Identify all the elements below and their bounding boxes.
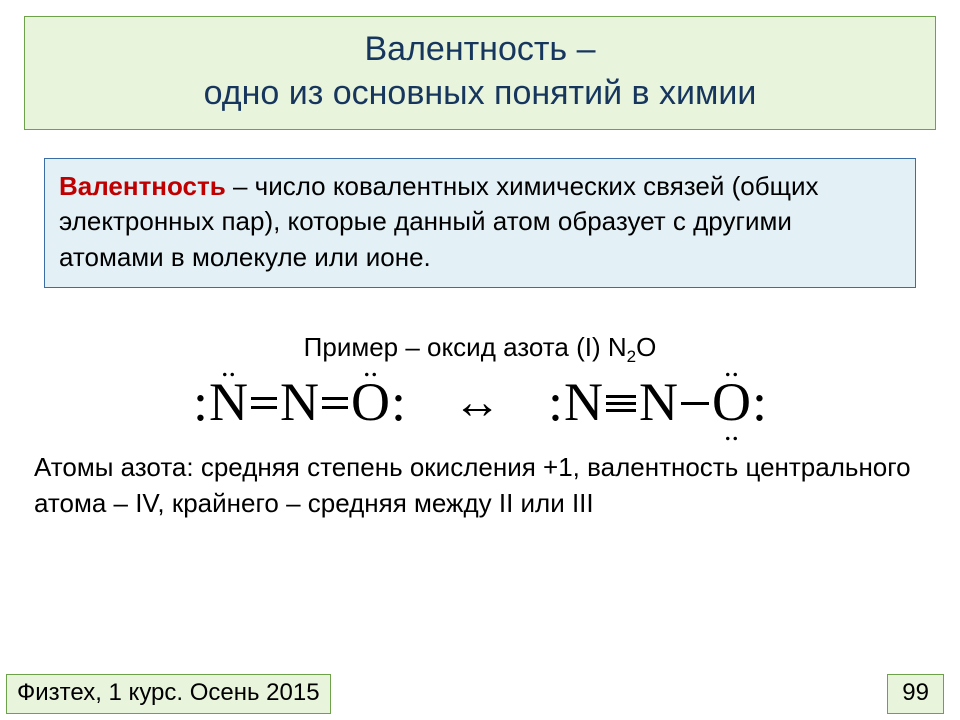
lone-pair-colon: :	[193, 372, 208, 432]
atom-N: N	[280, 375, 319, 429]
definition-box: Валентность – число ковалентных химическ…	[44, 158, 916, 287]
slide-number: 99	[902, 679, 929, 706]
slide-title-line-1: Валентность –	[33, 27, 927, 71]
atom-O: ..O..	[712, 375, 751, 429]
slide-title-line-2: одно из основных понятий в химии	[33, 71, 927, 115]
resonance-arrow-icon: ↔	[453, 376, 501, 429]
footer-right: 99	[887, 674, 944, 714]
footer-left-text: Физтех, 1 курс. Осень 2015	[17, 679, 320, 706]
atom-N: ..N	[209, 375, 248, 429]
example-caption-prefix: Пример – оксид азота (I) N	[304, 332, 627, 362]
definition-keyword: Валентность	[59, 171, 226, 201]
example-caption: Пример – оксид азота (I) N2O	[24, 332, 936, 367]
resonance-formula: :..NN..O:↔:NN..O..:	[24, 375, 936, 429]
footer-left: Физтех, 1 курс. Осень 2015	[6, 674, 331, 714]
example-caption-suffix: O	[636, 332, 656, 362]
bond-order-2	[322, 397, 348, 409]
lone-pair-colon: :	[548, 372, 563, 432]
example-caption-subscript: 2	[627, 347, 636, 366]
bond-order-2	[251, 397, 277, 409]
lone-pair-colon: :	[391, 372, 406, 432]
atom-O: ..O	[351, 375, 390, 429]
lone-pair-colon: :	[752, 372, 767, 432]
slide: Валентность – одно из основных понятий в…	[0, 0, 960, 720]
atom-N: N	[639, 375, 678, 429]
bond-order-1	[681, 402, 709, 405]
atom-N: N	[564, 375, 603, 429]
slide-title-box: Валентность – одно из основных понятий в…	[24, 16, 936, 130]
explanation-text: Атомы азота: средняя степень окисления +…	[24, 449, 936, 522]
bond-order-3	[606, 395, 636, 412]
